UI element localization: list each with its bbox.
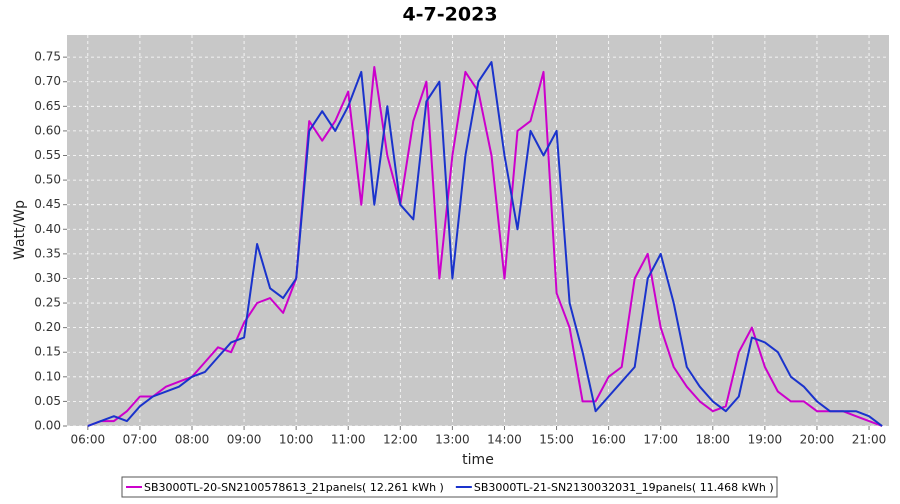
- y-tick-label: 0.70: [34, 74, 61, 88]
- legend: [121, 476, 778, 498]
- x-tick-label: 10:00: [279, 433, 314, 447]
- x-tick-label: 18:00: [695, 433, 730, 447]
- x-tick-label: 16:00: [591, 433, 626, 447]
- series-line: [87, 66, 883, 427]
- y-axis-label: Watt/Wp: [12, 200, 28, 260]
- y-tick-label: 0.35: [34, 246, 61, 260]
- x-axis-label: time: [462, 452, 494, 468]
- legend-label: SB3000TL-20-SN2100578613_21panels( 12.26…: [144, 481, 444, 494]
- x-tick-label: 14:00: [487, 433, 522, 447]
- y-tick-label: 0.30: [34, 271, 61, 285]
- x-tick-label: 11:00: [331, 433, 366, 447]
- x-tick-label: 08:00: [175, 433, 210, 447]
- x-tick-label: 07:00: [123, 433, 158, 447]
- y-tick-label: 0.45: [34, 197, 61, 211]
- x-tick-label: 06:00: [71, 433, 106, 447]
- y-tick-label: 0.75: [34, 50, 61, 64]
- y-tick-label: 0.20: [34, 320, 61, 334]
- x-tick-label: 19:00: [748, 433, 783, 447]
- y-tick-label: 0.65: [34, 99, 61, 113]
- chart-title: 4-7-2023: [402, 4, 497, 26]
- x-tick-label: 13:00: [435, 433, 470, 447]
- y-tick-label: 0.00: [34, 419, 61, 433]
- y-tick-label: 0.05: [34, 394, 61, 408]
- x-tick-label: 15:00: [539, 433, 574, 447]
- legend-label: SB3000TL-21-SN2130032031_19panels( 11.46…: [474, 481, 774, 494]
- y-tick-label: 0.55: [34, 148, 61, 162]
- x-tick-label: 20:00: [800, 433, 835, 447]
- x-tick-label: 12:00: [383, 433, 418, 447]
- y-tick-label: 0.25: [34, 296, 61, 310]
- y-tick-label: 0.50: [34, 173, 61, 187]
- series-line: [87, 61, 883, 427]
- y-tick-label: 0.10: [34, 369, 61, 383]
- plot-area: [67, 35, 889, 426]
- x-tick-label: 21:00: [852, 433, 887, 447]
- y-tick-label: 0.15: [34, 345, 61, 359]
- y-tick-label: 0.40: [34, 222, 61, 236]
- x-tick-label: 17:00: [643, 433, 678, 447]
- y-tick-label: 0.60: [34, 123, 61, 137]
- x-tick-label: 09:00: [227, 433, 262, 447]
